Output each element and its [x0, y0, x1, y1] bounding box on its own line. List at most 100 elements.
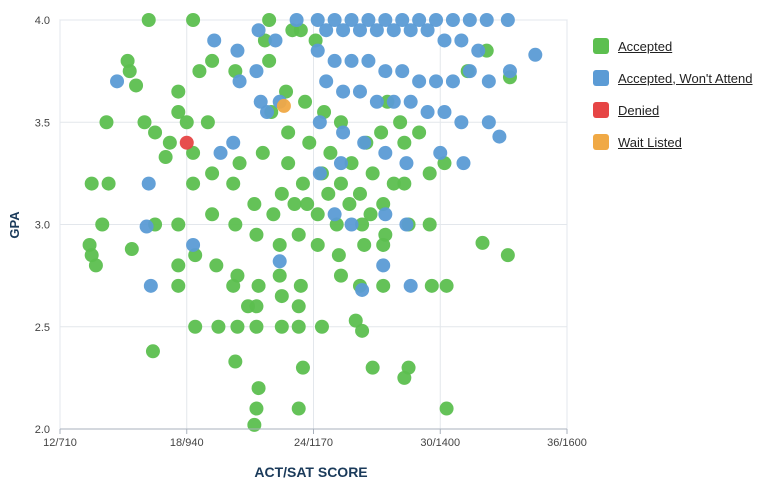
point-accepted-won-t-attend	[500, 13, 515, 27]
point-accepted	[179, 115, 194, 130]
x-tick-label: 18/940	[170, 437, 204, 449]
point-accepted-won-t-attend	[492, 129, 507, 144]
point-accepted-won-t-attend	[251, 23, 266, 38]
point-accepted-won-t-attend	[433, 145, 448, 160]
point-accepted	[188, 319, 203, 334]
point-accepted-won-t-attend	[232, 74, 247, 89]
point-accepted	[262, 13, 277, 27]
point-accepted	[272, 268, 287, 283]
point-accepted-won-t-attend	[253, 94, 268, 109]
point-accepted-won-t-attend	[327, 13, 342, 27]
point-accepted	[422, 166, 437, 181]
point-accepted	[342, 197, 357, 212]
point-accepted	[84, 248, 99, 263]
point-accepted-won-t-attend	[378, 64, 393, 79]
point-accepted	[439, 278, 454, 293]
point-accepted	[247, 417, 262, 432]
point-accepted-won-t-attend	[226, 135, 241, 150]
point-accepted	[310, 237, 325, 252]
point-denied	[179, 135, 194, 150]
point-accepted	[291, 319, 306, 334]
point-accepted-won-t-attend	[378, 13, 393, 27]
point-accepted	[266, 207, 281, 222]
point-accepted-won-t-attend	[412, 74, 427, 89]
point-accepted	[323, 145, 338, 160]
point-accepted	[171, 217, 186, 232]
point-accepted-won-t-attend	[403, 23, 418, 38]
point-accepted-won-t-attend	[454, 33, 469, 48]
point-accepted	[101, 176, 116, 191]
point-accepted-won-t-attend	[186, 237, 201, 252]
point-accepted	[397, 176, 412, 191]
point-accepted	[171, 258, 186, 273]
point-accepted-won-t-attend	[268, 33, 283, 48]
x-tick-label: 30/1400	[420, 437, 460, 449]
legend-item-denied[interactable]: Denied	[593, 94, 753, 126]
point-accepted	[281, 156, 296, 171]
point-accepted	[249, 227, 264, 242]
point-accepted	[95, 217, 110, 232]
point-accepted-won-t-attend	[369, 94, 384, 109]
x-tick-label: 12/710	[43, 437, 77, 449]
point-accepted	[228, 217, 243, 232]
point-accepted	[331, 248, 346, 263]
point-accepted	[500, 248, 515, 263]
legend-swatch-accepted-wont-attend	[593, 70, 609, 86]
point-accepted-won-t-attend	[143, 278, 158, 293]
point-accepted-won-t-attend	[319, 74, 334, 89]
point-accepted	[281, 125, 296, 140]
point-accepted	[241, 299, 256, 314]
point-accepted	[257, 33, 272, 48]
point-accepted-won-t-attend	[445, 13, 460, 27]
point-accepted-won-t-attend	[344, 217, 359, 232]
legend-item-wait-listed[interactable]: Wait Listed	[593, 126, 753, 158]
point-accepted-won-t-attend	[312, 166, 327, 181]
point-accepted	[279, 84, 294, 99]
point-accepted	[365, 166, 380, 181]
point-accepted	[321, 186, 336, 201]
point-accepted	[205, 53, 220, 68]
point-accepted-won-t-attend	[437, 33, 452, 48]
legend-label: Wait Listed	[618, 134, 682, 150]
point-accepted-won-t-attend	[272, 254, 287, 269]
point-accepted	[333, 176, 348, 191]
point-accepted	[247, 197, 262, 212]
point-accepted	[209, 258, 224, 273]
point-accepted	[228, 354, 243, 369]
point-accepted-won-t-attend	[336, 23, 351, 38]
data-points	[82, 13, 543, 432]
point-accepted	[352, 186, 367, 201]
point-accepted	[293, 278, 308, 293]
point-accepted	[255, 145, 270, 160]
point-accepted	[295, 360, 310, 375]
point-accepted-won-t-attend	[429, 74, 444, 89]
point-accepted-won-t-attend	[110, 74, 125, 89]
point-accepted	[230, 319, 245, 334]
point-accepted	[272, 237, 287, 252]
point-accepted-won-t-attend	[462, 13, 477, 27]
point-accepted-won-t-attend	[462, 64, 477, 79]
point-accepted-won-t-attend	[139, 219, 154, 234]
point-accepted-won-t-attend	[412, 13, 427, 27]
point-accepted	[424, 278, 439, 293]
point-accepted	[186, 176, 201, 191]
y-tick-label: 2.0	[35, 424, 50, 436]
legend-label: Accepted, Won't Attend	[618, 70, 753, 86]
point-accepted-won-t-attend	[376, 258, 391, 273]
point-accepted-won-t-attend	[319, 23, 334, 38]
point-accepted-won-t-attend	[249, 64, 264, 79]
point-accepted	[158, 150, 173, 165]
point-accepted	[251, 381, 266, 396]
point-accepted	[192, 64, 207, 79]
point-accepted	[171, 105, 186, 120]
legend-item-accepted[interactable]: Accepted	[593, 30, 753, 62]
point-accepted-won-t-attend	[399, 217, 414, 232]
y-tick-label: 4.0	[35, 15, 50, 27]
point-accepted-won-t-attend	[445, 74, 460, 89]
point-accepted	[205, 166, 220, 181]
point-accepted	[274, 289, 289, 304]
legend-item-accepted-wont-attend[interactable]: Accepted, Won't Attend	[593, 62, 753, 94]
point-accepted	[475, 235, 490, 250]
point-accepted	[171, 278, 186, 293]
